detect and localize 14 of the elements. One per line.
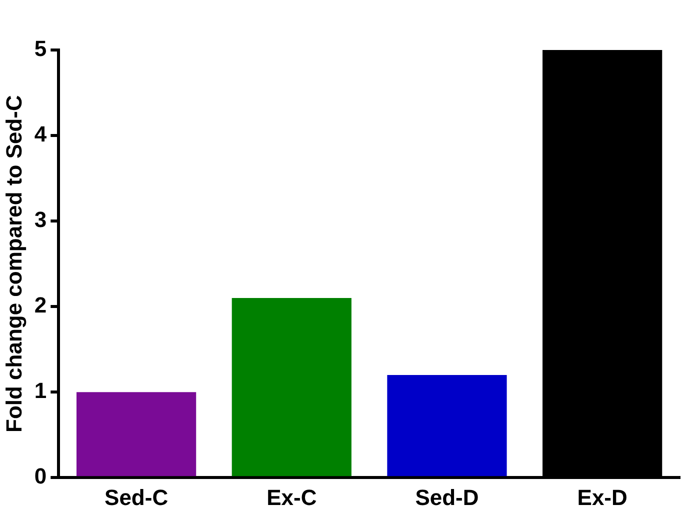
bar	[387, 374, 507, 476]
y-tick-label: 3	[34, 207, 47, 232]
x-tick-label: Sed-C	[104, 484, 168, 510]
x-tick-label: Ex-D	[577, 484, 628, 510]
y-axis-title: Fold change compared to Sed-C	[1, 95, 26, 432]
y-tick-label: 2	[34, 292, 47, 318]
y-tick-label: 4	[34, 122, 48, 147]
y-tick-label: 0	[34, 464, 47, 489]
bar	[76, 392, 196, 476]
y-tick-label: 1	[34, 378, 47, 404]
x-tick-label: Sed-D	[415, 484, 479, 510]
y-tick-label: 5	[34, 36, 47, 62]
bar	[232, 298, 352, 476]
x-tick-label: Ex-C	[266, 484, 317, 510]
